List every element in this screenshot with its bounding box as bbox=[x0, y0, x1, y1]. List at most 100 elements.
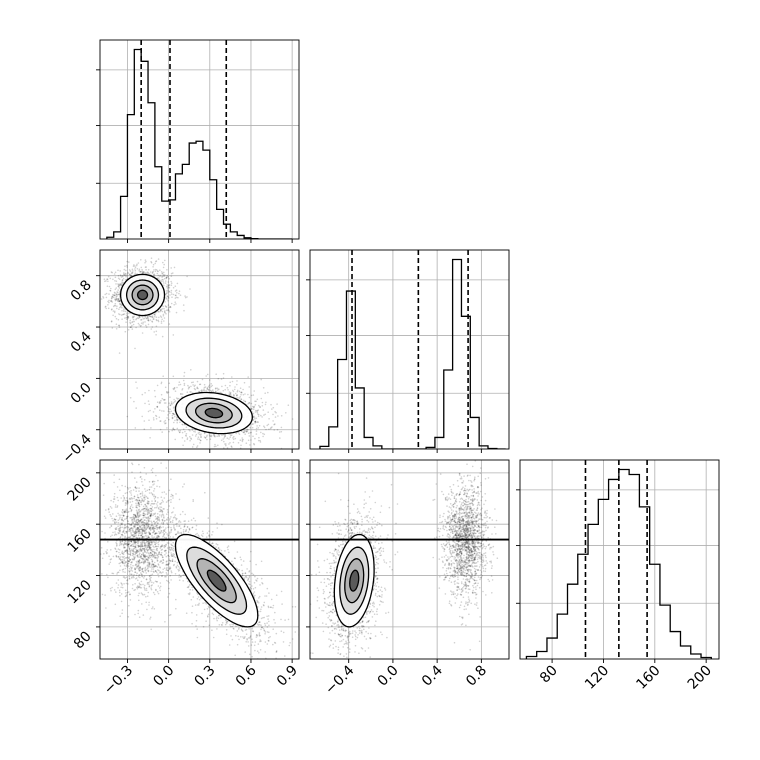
scatter-point bbox=[119, 270, 121, 272]
scatter-point bbox=[254, 420, 257, 423]
scatter-point bbox=[148, 561, 150, 563]
scatter-point bbox=[115, 298, 118, 300]
contour-0-1-ytick-label: 0.0 bbox=[68, 380, 95, 407]
scatter-point bbox=[144, 556, 146, 558]
scatter-point bbox=[141, 518, 143, 520]
scatter-point bbox=[255, 430, 258, 432]
scatter-point bbox=[162, 545, 164, 548]
scatter-point bbox=[189, 439, 191, 442]
scatter-point bbox=[143, 271, 145, 274]
scatter-point bbox=[123, 543, 125, 546]
scatter-point bbox=[117, 269, 119, 272]
contour-line bbox=[136, 289, 149, 301]
scatter-point bbox=[190, 391, 192, 393]
scatter-point bbox=[161, 310, 164, 313]
scatter-point bbox=[232, 390, 235, 393]
scatter-point bbox=[117, 521, 120, 524]
scatter-point bbox=[136, 496, 139, 499]
scatter-point bbox=[159, 545, 162, 548]
scatter-point bbox=[146, 316, 149, 319]
scatter-point bbox=[144, 569, 146, 571]
scatter-point bbox=[133, 576, 135, 579]
scatter-point bbox=[129, 326, 132, 329]
scatter-point bbox=[176, 421, 178, 424]
scatter-point bbox=[211, 390, 213, 392]
scatter-point bbox=[143, 530, 145, 532]
scatter-point bbox=[124, 550, 126, 552]
scatter-point bbox=[107, 300, 109, 303]
scatter-point bbox=[139, 576, 141, 579]
scatter-point bbox=[158, 532, 161, 535]
scatter-point bbox=[142, 271, 145, 273]
scatter-point bbox=[128, 577, 131, 580]
scatter-point bbox=[166, 274, 169, 277]
scatter-point bbox=[145, 578, 148, 581]
scatter-point bbox=[147, 516, 150, 518]
scatter-point bbox=[209, 389, 212, 392]
scatter-point bbox=[167, 308, 170, 311]
scatter-point bbox=[122, 553, 125, 556]
scatter-point bbox=[143, 524, 146, 527]
scatter-point bbox=[149, 566, 151, 568]
scatter-point bbox=[160, 530, 163, 532]
scatter-point bbox=[181, 393, 184, 395]
scatter-point bbox=[151, 556, 154, 558]
scatter-point bbox=[232, 395, 235, 397]
scatter-point bbox=[127, 271, 129, 274]
scatter-point bbox=[129, 397, 132, 399]
scatter-point bbox=[245, 430, 248, 433]
scatter-point bbox=[136, 513, 139, 515]
scatter-point bbox=[155, 330, 158, 333]
scatter-point bbox=[148, 601, 150, 604]
scatter-point bbox=[104, 280, 106, 283]
scatter-point bbox=[119, 313, 121, 316]
scatter-point bbox=[253, 415, 255, 418]
scatter-point bbox=[110, 271, 113, 273]
scatter-point bbox=[146, 567, 149, 570]
scatter-point bbox=[124, 511, 126, 513]
scatter-point bbox=[152, 417, 155, 419]
scatter-point bbox=[169, 546, 171, 549]
scatter-point bbox=[150, 585, 153, 587]
scatter-point bbox=[141, 568, 143, 570]
scatter-point bbox=[139, 471, 142, 474]
scatter-point bbox=[177, 419, 179, 421]
scatter-point bbox=[173, 388, 175, 391]
scatter-point bbox=[143, 554, 145, 556]
scatter-point bbox=[132, 270, 134, 272]
scatter-point bbox=[124, 510, 127, 513]
scatter-point bbox=[229, 392, 232, 395]
scatter-point bbox=[176, 292, 178, 294]
scatter-point bbox=[126, 312, 128, 315]
scatter-point bbox=[135, 381, 137, 384]
scatter-point bbox=[205, 435, 208, 438]
scatter-point bbox=[147, 323, 150, 326]
scatter-point bbox=[217, 444, 219, 447]
scatter-point bbox=[172, 428, 174, 430]
scatter-point bbox=[240, 391, 243, 394]
hist-param1-step-line bbox=[319, 258, 506, 449]
scatter-point bbox=[110, 300, 113, 303]
scatter-point bbox=[156, 532, 158, 534]
scatter-point bbox=[156, 527, 159, 529]
scatter-point bbox=[143, 587, 146, 590]
scatter-point bbox=[157, 274, 160, 277]
scatter-point bbox=[160, 462, 162, 464]
scatter-point bbox=[147, 581, 150, 584]
scatter-point bbox=[153, 495, 155, 498]
scatter-point bbox=[163, 307, 165, 310]
scatter-point bbox=[229, 433, 231, 436]
scatter-point bbox=[235, 432, 237, 435]
scatter-point bbox=[151, 528, 153, 530]
scatter-point bbox=[94, 539, 96, 541]
scatter-point bbox=[141, 332, 144, 334]
scatter-point bbox=[134, 272, 136, 275]
scatter-point bbox=[136, 387, 138, 389]
scatter-point bbox=[115, 280, 118, 283]
scatter-point bbox=[170, 571, 173, 574]
scatter-point bbox=[182, 304, 185, 306]
scatter-point bbox=[149, 315, 151, 317]
scatter-point bbox=[117, 285, 120, 288]
scatter-point bbox=[123, 526, 126, 529]
scatter-point bbox=[150, 502, 153, 505]
